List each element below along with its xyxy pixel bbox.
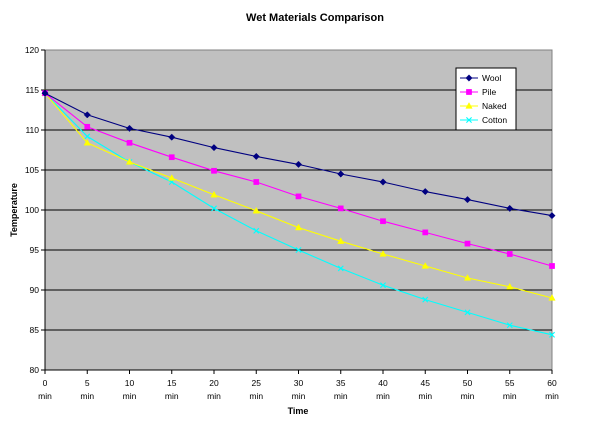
y-tick-label: 105 [25, 165, 39, 175]
data-point-naked [379, 250, 387, 257]
data-point-pile [337, 205, 344, 212]
y-tick-label: 110 [25, 125, 39, 135]
data-point-pile [168, 154, 175, 161]
data-point-pile [422, 229, 429, 236]
data-point-wool [294, 160, 303, 168]
data-point-naked [337, 237, 345, 244]
x-tick-unit: min [461, 391, 475, 401]
data-point-pile [211, 167, 217, 174]
x-tick-unit: min [165, 391, 179, 401]
data-point-cotton [506, 322, 513, 329]
data-point-wool [41, 89, 49, 97]
legend-marker-cotton [466, 117, 472, 123]
y-tick-label: 95 [30, 245, 40, 255]
y-axis-title: Temperature [9, 183, 19, 237]
legend-label-cotton: Cotton [482, 115, 507, 125]
data-point-wool [506, 204, 514, 212]
y-tick-label: 90 [30, 285, 40, 295]
data-point-naked [548, 294, 556, 301]
x-tick-unit: min [292, 391, 306, 401]
y-tick-label: 115 [25, 85, 39, 95]
data-point-wool [548, 212, 556, 220]
data-point-naked [421, 262, 429, 269]
x-tick-label: 10 [125, 378, 135, 388]
data-point-pile [380, 218, 386, 225]
data-point-cotton [380, 282, 386, 289]
legend-label-wool: Wool [482, 73, 501, 83]
data-point-pile [506, 251, 513, 257]
y-tick-label: 120 [25, 45, 39, 55]
x-tick-unit: min [334, 391, 348, 401]
data-point-pile [84, 123, 91, 130]
data-point-naked [294, 223, 303, 231]
x-tick-label: 40 [378, 378, 388, 388]
y-tick-label: 80 [30, 365, 40, 375]
x-tick-unit: min [123, 391, 137, 401]
x-tick-label: 55 [505, 378, 515, 388]
legend-label-naked: Naked [482, 101, 507, 111]
data-point-cotton [464, 309, 471, 316]
legend: Wool Pile Naked Cotton [455, 67, 517, 131]
x-tick-label: 5 [85, 378, 90, 388]
data-point-pile [295, 193, 302, 200]
data-point-cotton [253, 227, 260, 234]
data-point-wool [210, 144, 218, 152]
x-tick-unit: min [376, 391, 390, 401]
data-point-wool [337, 170, 345, 178]
data-point-cotton [84, 133, 91, 140]
data-point-cotton [549, 331, 555, 338]
x-tick-label: 45 [421, 378, 431, 388]
x-tick-label: 25 [252, 378, 262, 388]
data-point-naked [252, 206, 260, 214]
data-point-wool [125, 124, 134, 132]
x-tick-unit: min [207, 391, 221, 401]
x-tick-label: 0 [43, 378, 48, 388]
data-point-cotton [211, 205, 217, 212]
data-point-wool [252, 152, 260, 160]
x-tick-label: 30 [294, 378, 304, 388]
data-point-naked [506, 282, 514, 290]
data-point-wool [421, 188, 429, 196]
data-point-wool [168, 133, 176, 141]
data-point-wool [83, 111, 91, 119]
x-tick-label: 15 [167, 378, 177, 388]
data-point-pile [464, 240, 471, 247]
x-tick-unit: min [418, 391, 432, 401]
x-tick-label: 50 [463, 378, 473, 388]
data-point-naked [125, 158, 134, 165]
legend-marker-pile [466, 89, 472, 95]
x-tick-label: 60 [547, 378, 557, 388]
y-tick-label: 100 [25, 205, 39, 215]
data-point-pile [549, 263, 555, 269]
data-point-cotton [337, 265, 344, 272]
data-point-wool [463, 196, 472, 204]
data-point-wool [379, 178, 387, 186]
x-axis-title: Time [288, 406, 309, 416]
x-tick-label: 35 [336, 378, 346, 388]
data-point-pile [253, 179, 260, 185]
legend-marker-naked [465, 102, 473, 109]
data-point-cotton [422, 296, 429, 303]
data-point-naked [83, 138, 91, 146]
data-point-naked [168, 174, 176, 181]
data-point-naked [210, 190, 218, 198]
data-point-cotton [295, 247, 302, 253]
legend-marker-wool [465, 74, 473, 82]
x-tick-label: 20 [209, 378, 219, 388]
y-tick-label: 85 [30, 325, 40, 335]
x-tick-unit: min [545, 391, 559, 401]
chart-title: Wet Materials Comparison [246, 12, 384, 24]
data-point-naked [463, 274, 472, 281]
x-tick-unit: min [80, 391, 94, 401]
x-tick-unit: min [503, 391, 517, 401]
x-tick-unit: min [38, 391, 52, 401]
data-point-pile [126, 139, 133, 146]
legend-label-pile: Pile [482, 87, 496, 97]
x-tick-unit: min [249, 391, 263, 401]
